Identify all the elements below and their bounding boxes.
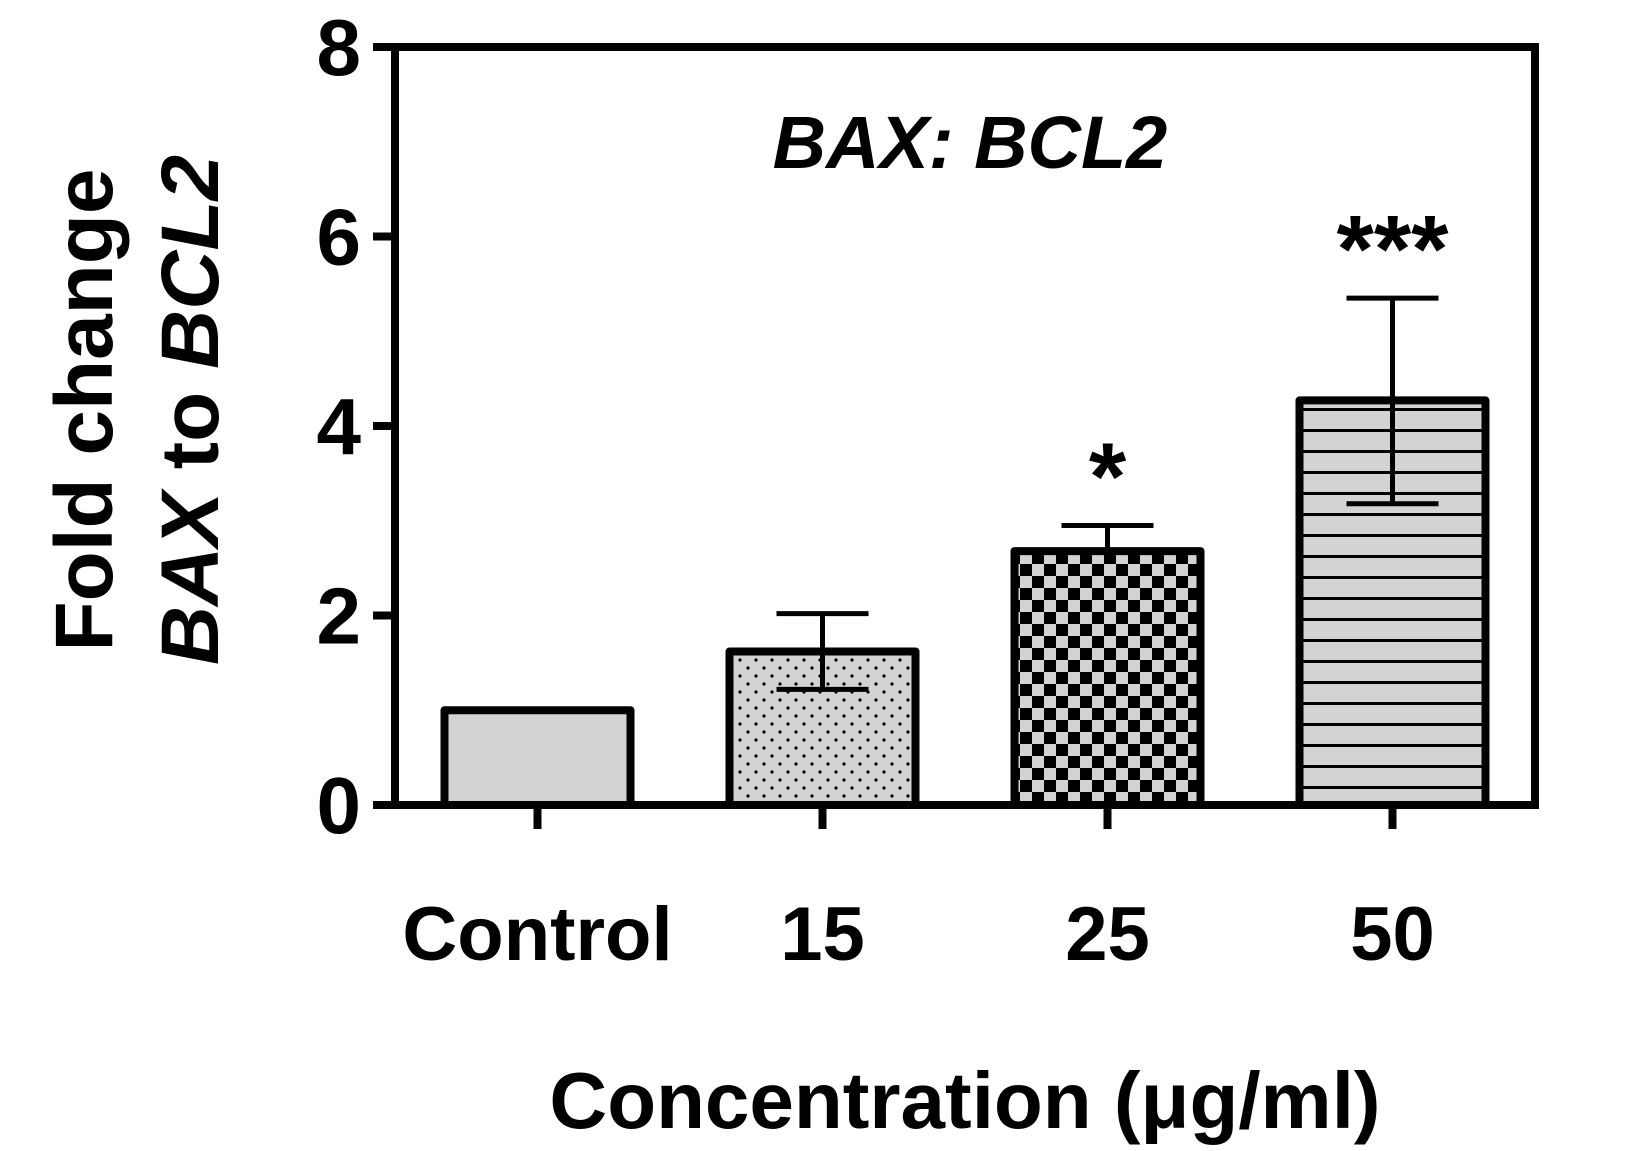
chart-title: BAX: BCL2	[773, 101, 1168, 184]
x-tick-label-50: 50	[1350, 892, 1435, 977]
x-tick-label-25: 25	[1065, 892, 1150, 977]
y-axis-label-line1: Fold change	[39, 169, 130, 652]
y-axis-label-line2: BAX to BCL2	[145, 155, 236, 665]
x-tick-label-15: 15	[780, 892, 865, 977]
x-tick-label-control: Control	[402, 892, 672, 977]
y-tick-label-0: 0	[317, 761, 362, 850]
bar-control	[440, 706, 635, 809]
y-tick-label-2: 4	[317, 382, 362, 471]
significance-25: *	[1089, 423, 1127, 530]
y-tick-label-4: 8	[317, 3, 362, 92]
y-tick-label-1: 2	[317, 572, 362, 661]
bar-25	[1010, 547, 1205, 809]
x-axis-label: Concentration (μg/ml)	[549, 1056, 1380, 1145]
significance-50: ***	[1336, 196, 1449, 303]
y-tick-label-3: 6	[317, 193, 362, 282]
